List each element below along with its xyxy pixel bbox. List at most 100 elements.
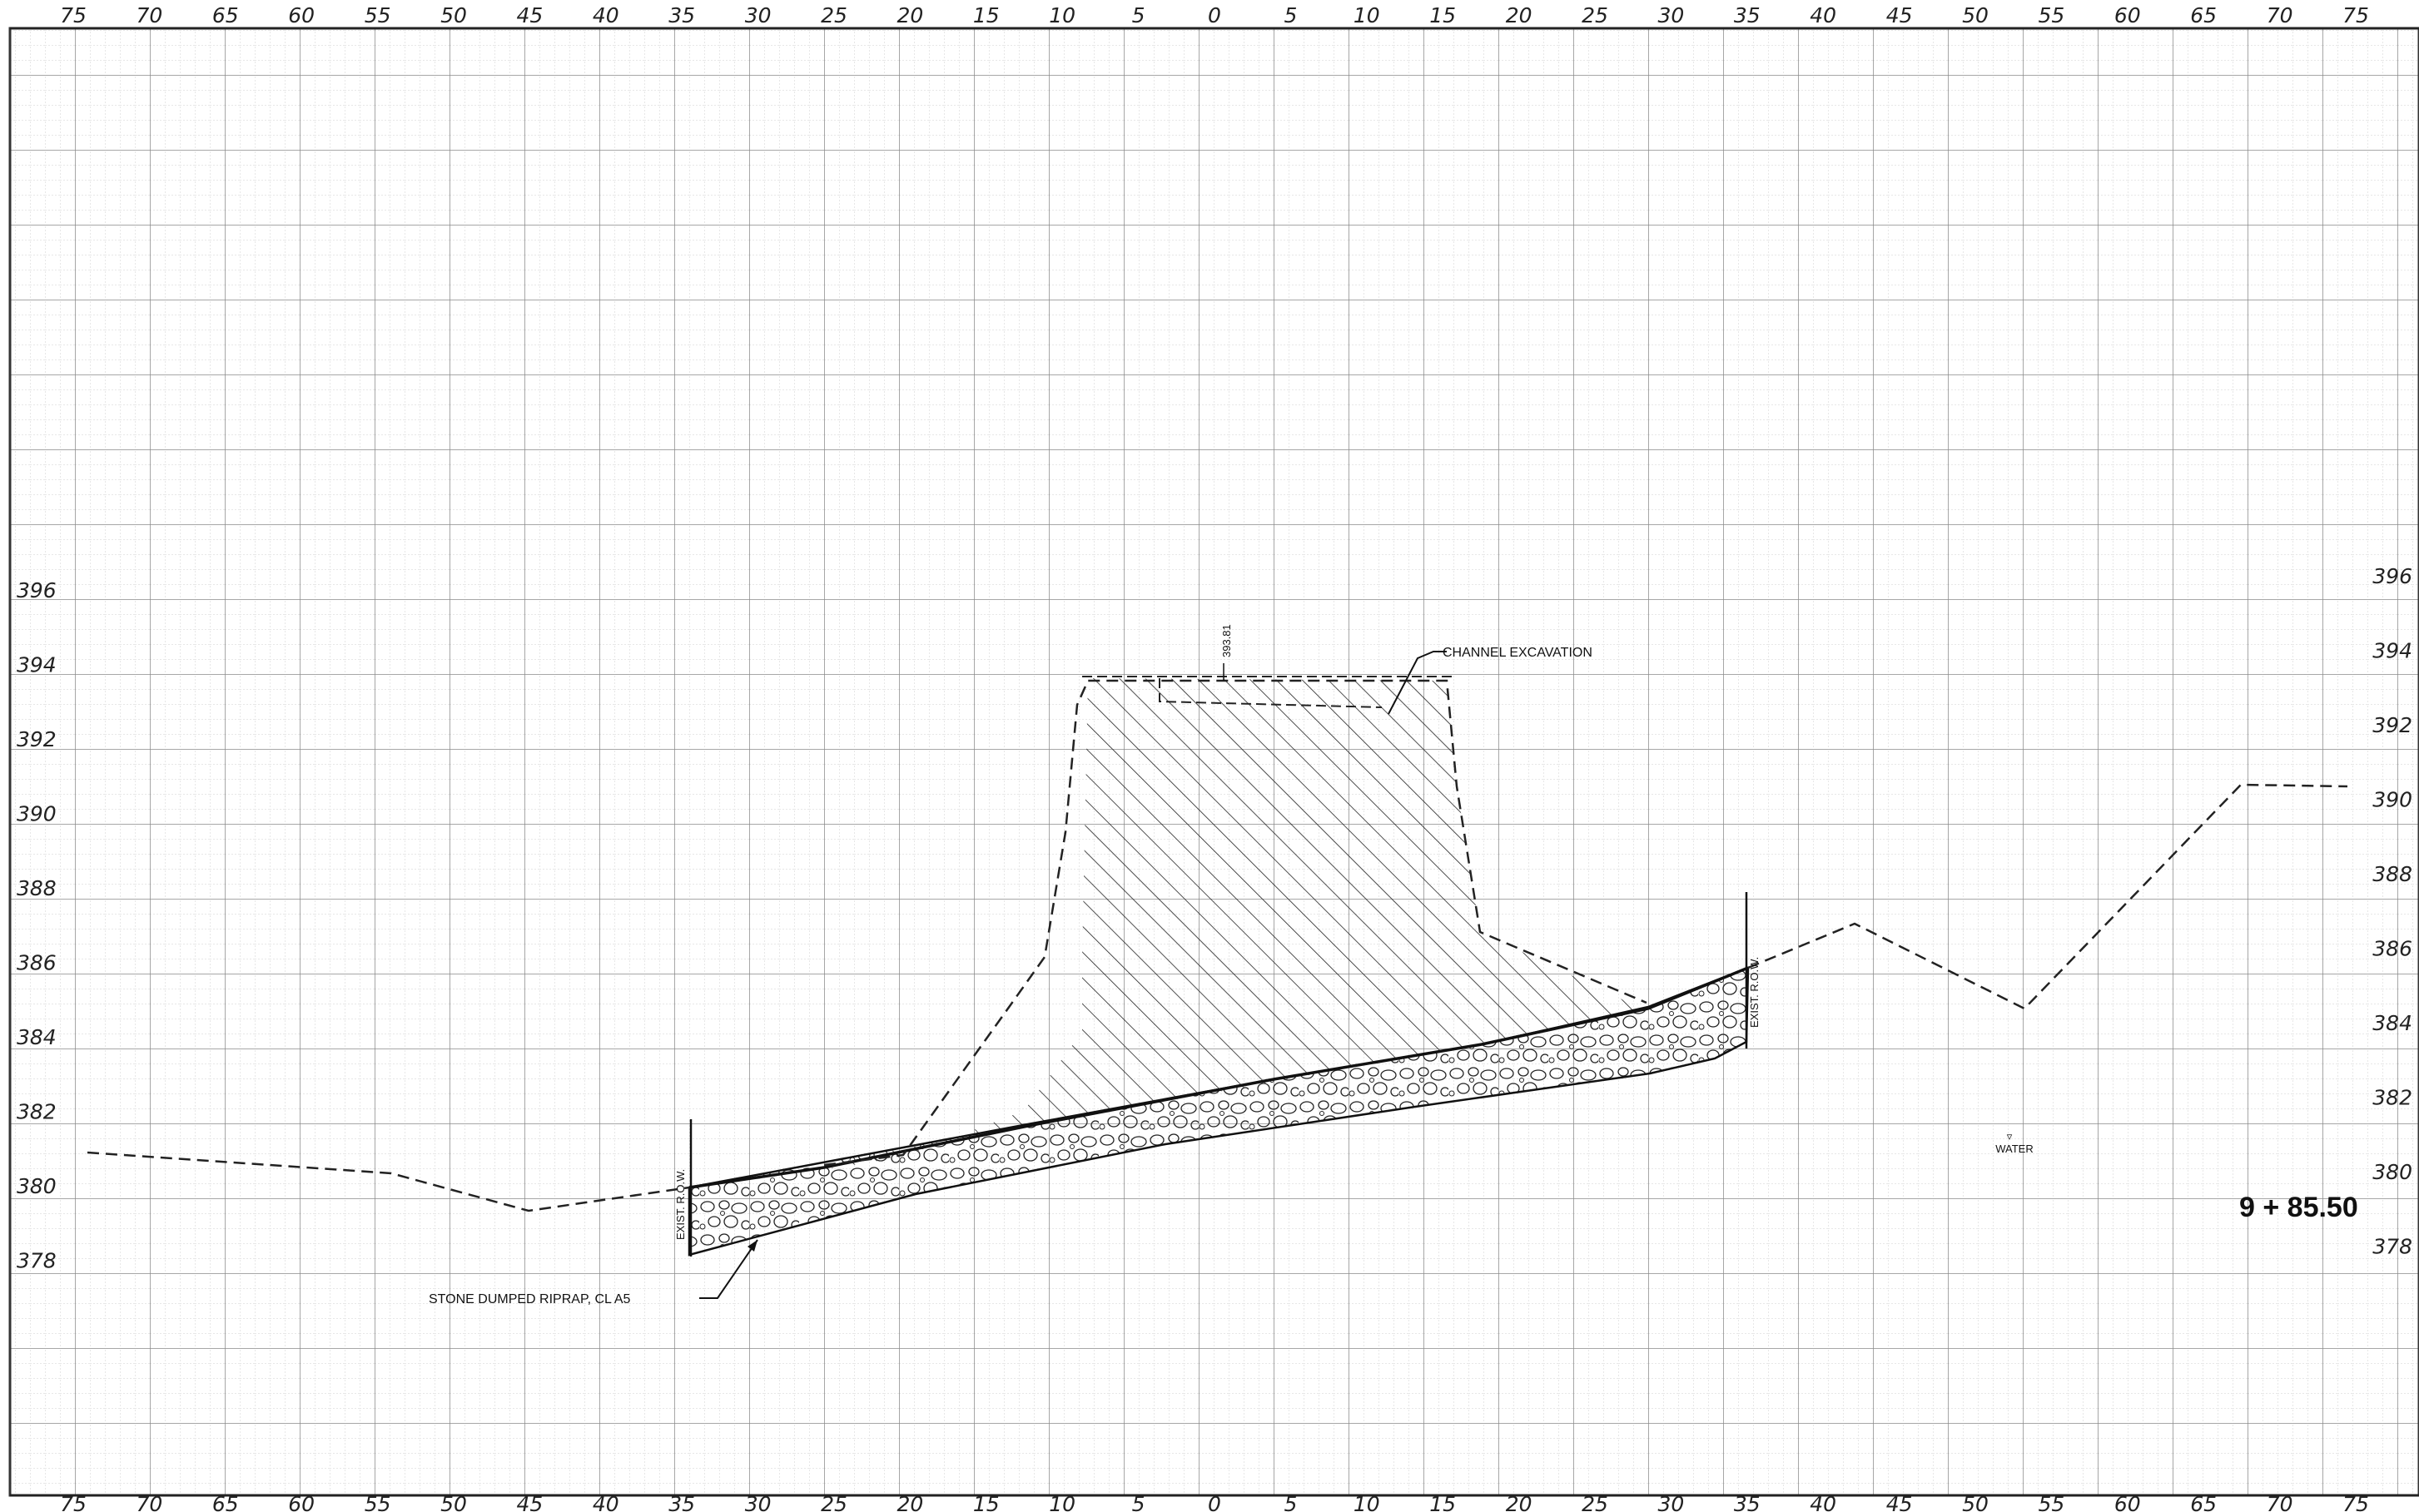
row-right-label: EXIST. R.O.W. xyxy=(1748,957,1761,1028)
top-offset-tick: 70 xyxy=(136,3,162,27)
bottom-offset-tick: 15 xyxy=(973,1492,1000,1512)
bottom-offset-tick: 30 xyxy=(1657,1492,1684,1512)
water-symbol: ▿ xyxy=(2007,1130,2013,1143)
bottom-offset-tick: 25 xyxy=(821,1492,847,1512)
bottom-offset-tick: 40 xyxy=(1810,1492,1836,1512)
right-elevation-tick: 388 xyxy=(2372,862,2412,886)
top-offset-tick: 55 xyxy=(365,3,391,27)
left-elevation-tick: 388 xyxy=(17,876,57,900)
riprap-label: STONE DUMPED RIPRAP, CL A5 xyxy=(429,1292,631,1306)
bottom-offset-tick: 50 xyxy=(440,1492,467,1512)
bottom-offset-tick: 0 xyxy=(1208,1492,1221,1512)
top-offset-tick: 55 xyxy=(2038,3,2064,27)
top-offset-tick: 25 xyxy=(821,3,847,27)
channel-excavation-label: CHANNEL EXCAVATION xyxy=(1443,646,1592,660)
right-elevation-tick: 396 xyxy=(2372,564,2412,588)
right-elevation-tick: 382 xyxy=(2372,1086,2412,1110)
left-elevation-tick: 394 xyxy=(17,653,57,677)
top-offset-tick: 5 xyxy=(1132,3,1145,27)
top-offset-tick: 75 xyxy=(60,3,87,27)
left-elevation-tick: 396 xyxy=(17,578,57,602)
bottom-offset-tick: 50 xyxy=(1962,1492,1989,1512)
top-offset-tick: 75 xyxy=(2342,3,2369,27)
top-offset-tick: 10 xyxy=(1354,3,1380,27)
top-offset-tick: 30 xyxy=(745,3,772,27)
top-offset-tick: 70 xyxy=(2267,3,2293,27)
bottom-offset-tick: 40 xyxy=(593,1492,619,1512)
top-offset-tick: 15 xyxy=(1429,3,1456,27)
top-offset-tick: 65 xyxy=(212,3,239,27)
left-elevation-tick: 382 xyxy=(17,1100,57,1124)
left-elevation-tick: 378 xyxy=(17,1249,57,1273)
top-offset-tick: 30 xyxy=(1657,3,1684,27)
bottom-offset-tick: 45 xyxy=(1886,1492,1913,1512)
right-elevation-tick: 378 xyxy=(2372,1235,2412,1259)
right-elevation-tick: 384 xyxy=(2372,1011,2412,1035)
bottom-offset-tick: 65 xyxy=(2190,1492,2217,1512)
top-offset-tick: 45 xyxy=(1886,3,1913,27)
top-offset-tick: 60 xyxy=(288,3,315,27)
right-elevation-tick: 390 xyxy=(2372,788,2412,812)
bottom-offset-tick: 55 xyxy=(365,1492,391,1512)
bottom-offset-tick: 10 xyxy=(1049,1492,1075,1512)
left-elevation-tick: 380 xyxy=(17,1174,57,1198)
bottom-offset-tick: 20 xyxy=(1506,1492,1532,1512)
proposed-ground-line xyxy=(688,966,1749,1189)
right-elevation-tick: 394 xyxy=(2372,639,2412,663)
top-offset-tick: 0 xyxy=(1208,3,1221,27)
top-elevation-label: 393.81 xyxy=(1220,624,1233,657)
bottom-offset-tick: 5 xyxy=(1132,1492,1145,1512)
top-offset-tick: 25 xyxy=(1582,3,1608,27)
bottom-offset-tick: 70 xyxy=(2267,1492,2293,1512)
left-elevation-tick: 386 xyxy=(17,951,57,975)
excavation-top-lower xyxy=(1159,678,1383,708)
water-label: WATER xyxy=(1995,1143,2034,1155)
top-offset-tick: 50 xyxy=(440,3,467,27)
top-offset-tick: 15 xyxy=(973,3,1000,27)
top-offset-tick: 35 xyxy=(1734,3,1761,27)
top-offset-tick: 35 xyxy=(668,3,695,27)
bottom-offset-tick: 20 xyxy=(897,1492,923,1512)
left-elevation-axis: 396 394 392 390 388 386 384 382 380 378 xyxy=(17,578,57,1273)
bottom-offset-axis: 75 70 65 60 55 50 45 40 35 30 25 20 15 10 5 0 5 10 15 20 25 3… xyxy=(60,1492,2369,1512)
channel-excavation-leader xyxy=(1388,651,1447,715)
bottom-offset-tick: 35 xyxy=(668,1492,695,1512)
left-elevation-tick: 392 xyxy=(17,727,57,751)
channel-excavation-area xyxy=(828,678,1647,1169)
bottom-offset-tick: 60 xyxy=(288,1492,315,1512)
existing-ground-left xyxy=(87,1151,690,1212)
right-elevation-tick: 392 xyxy=(2372,713,2412,737)
right-elevation-tick: 380 xyxy=(2372,1160,2412,1184)
riprap-leader-arrow xyxy=(748,1240,757,1252)
left-elevation-tick: 384 xyxy=(17,1025,57,1049)
top-offset-tick: 20 xyxy=(897,3,923,27)
top-offset-tick: 10 xyxy=(1049,3,1075,27)
station-label: 9 + 85.50 xyxy=(2239,1192,2358,1223)
bottom-offset-tick: 55 xyxy=(2038,1492,2064,1512)
top-offset-tick: 40 xyxy=(593,3,619,27)
top-offset-axis: 75 70 65 60 55 50 45 40 35 30 25 20 15 10 5 0 5 10 15 20 25 3… xyxy=(60,3,2369,27)
top-offset-tick: 65 xyxy=(2190,3,2217,27)
left-elevation-tick: 390 xyxy=(17,802,57,826)
bottom-offset-tick: 70 xyxy=(136,1492,162,1512)
bottom-offset-tick: 75 xyxy=(2342,1492,2369,1512)
row-left-label: EXIST. R.O.W. xyxy=(674,1169,687,1240)
right-elevation-tick: 386 xyxy=(2372,937,2412,961)
bottom-offset-tick: 60 xyxy=(2114,1492,2141,1512)
top-offset-tick: 60 xyxy=(2114,3,2141,27)
riprap-leader xyxy=(699,1239,758,1299)
bottom-offset-tick: 15 xyxy=(1429,1492,1456,1512)
top-offset-tick: 45 xyxy=(516,3,543,27)
existing-ground-right xyxy=(1747,783,2348,1010)
top-offset-tick: 40 xyxy=(1810,3,1836,27)
bottom-offset-tick: 25 xyxy=(1582,1492,1608,1512)
right-elevation-axis: 396 394 392 390 388 386 384 382 380 378 xyxy=(2372,564,2412,1259)
channel-excavation-outline xyxy=(823,679,1647,1167)
top-offset-tick: 5 xyxy=(1284,3,1297,27)
bottom-offset-tick: 30 xyxy=(745,1492,772,1512)
bottom-offset-tick: 5 xyxy=(1284,1492,1297,1512)
top-offset-tick: 20 xyxy=(1506,3,1532,27)
bottom-offset-tick: 65 xyxy=(212,1492,239,1512)
bottom-offset-tick: 35 xyxy=(1734,1492,1761,1512)
